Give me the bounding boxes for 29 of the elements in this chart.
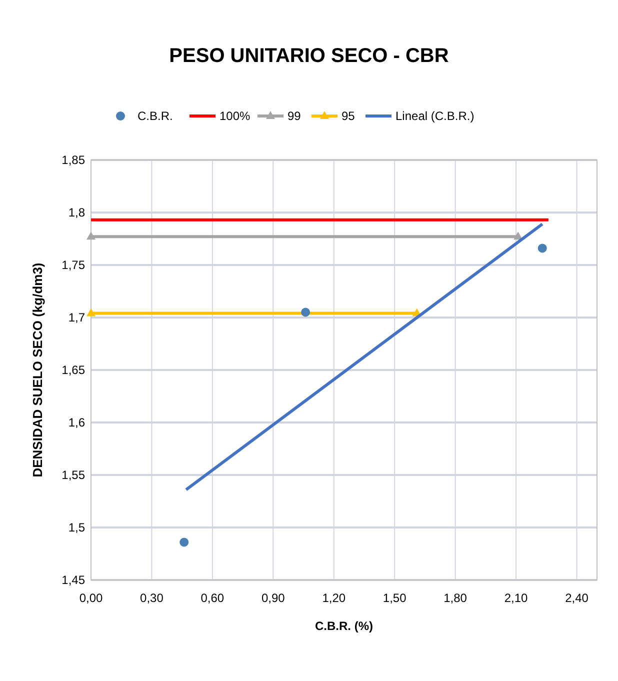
x-tick-label: 0,30: [140, 591, 164, 605]
x-tick-label: 2,40: [565, 591, 589, 605]
legend-label: C.B.R.: [138, 109, 173, 124]
y-axis-title: DENSIDAD SUELO SECO (kg/dm3): [30, 262, 45, 478]
y-tick-label: 1,75: [62, 258, 86, 272]
x-tick-label: 0,00: [79, 591, 103, 605]
x-tick-label: 0,90: [261, 591, 286, 605]
x-tick-label: 1,20: [322, 591, 346, 605]
legend-label: 100%: [220, 109, 251, 124]
y-tick-label: 1,8: [68, 206, 86, 220]
x-axis-title: C.B.R. (%): [315, 619, 373, 633]
y-tick-label: 1,45: [62, 573, 86, 588]
x-tick-label: 1,50: [382, 591, 407, 605]
legend-label: Lineal (C.B.R.): [396, 109, 474, 124]
y-tick-label: 1,85: [62, 153, 86, 168]
y-tick-label: 1,55: [62, 468, 86, 482]
x-tick-label: 1,80: [444, 591, 468, 605]
y-tick-label: 1,65: [62, 363, 86, 378]
x-tick-label: 2,10: [504, 591, 528, 605]
y-tick-label: 1,6: [68, 416, 86, 430]
point: [538, 244, 547, 253]
y-tick-label: 1,7: [68, 310, 86, 325]
point: [301, 308, 310, 317]
legend-label: 99: [288, 109, 302, 124]
point: [180, 538, 189, 547]
y-tick-label: 1,5: [68, 520, 86, 535]
chart-title: PESO UNITARIO SECO - CBR: [169, 45, 450, 67]
legend-label: 95: [342, 109, 356, 124]
x-tick-label: 0,60: [200, 591, 224, 605]
